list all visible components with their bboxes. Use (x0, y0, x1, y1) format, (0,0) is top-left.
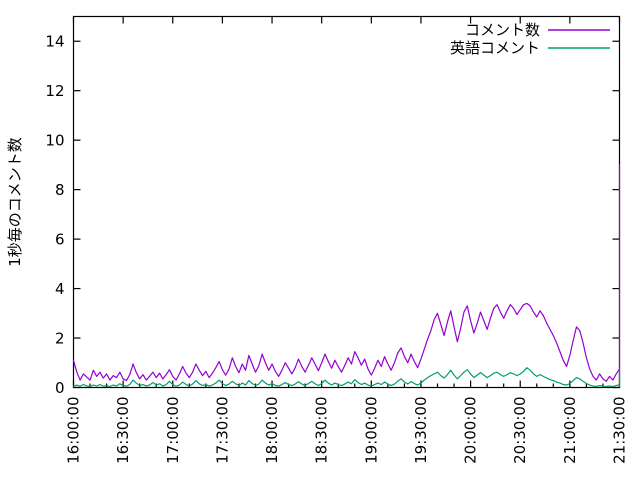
x-axis-ticks (72, 16, 621, 388)
series-line-comments (72, 164, 621, 382)
y-tick-label: 14 (45, 33, 64, 51)
x-axis-tick-labels: 16:00:00 16:30:00 17:00:00 17:30:00 18:00:00… (65, 397, 629, 464)
y-tick-label: 12 (45, 82, 64, 100)
y-tick-label: 0 (55, 379, 65, 397)
legend-label-english-comments: 英語コメント (450, 39, 540, 57)
x-tick-label: 20:30:00 (511, 397, 529, 464)
x-tick-label: 19:30:00 (412, 397, 430, 464)
x-tick-label: 16:00:00 (65, 397, 83, 464)
x-tick-label: 20:00:00 (462, 397, 480, 464)
x-tick-label: 17:00:00 (164, 397, 182, 464)
x-tick-label: 21:00:00 (561, 397, 579, 464)
y-axis-ticks (73, 40, 620, 389)
series-lines (72, 164, 621, 388)
y-tick-label: 6 (55, 231, 65, 249)
x-tick-label: 16:30:00 (114, 397, 132, 464)
x-tick-label: 18:00:00 (263, 397, 281, 464)
y-tick-label: 10 (45, 132, 64, 150)
x-tick-label: 19:00:00 (362, 397, 380, 464)
x-tick-label: 21:30:00 (611, 397, 629, 464)
x-tick-label: 18:30:00 (313, 397, 331, 464)
x-tick-label: 17:30:00 (213, 397, 231, 464)
y-tick-label: 4 (55, 280, 65, 298)
series-line-english-comments (72, 367, 621, 388)
legend-label-comments: コメント数 (465, 21, 540, 39)
y-axis-title: 1秒毎のコメント数 (6, 137, 24, 267)
y-tick-label: 2 (55, 330, 65, 348)
y-tick-label: 8 (55, 181, 65, 199)
y-axis-tick-labels: 0 2 4 6 8 10 12 14 (45, 33, 64, 397)
